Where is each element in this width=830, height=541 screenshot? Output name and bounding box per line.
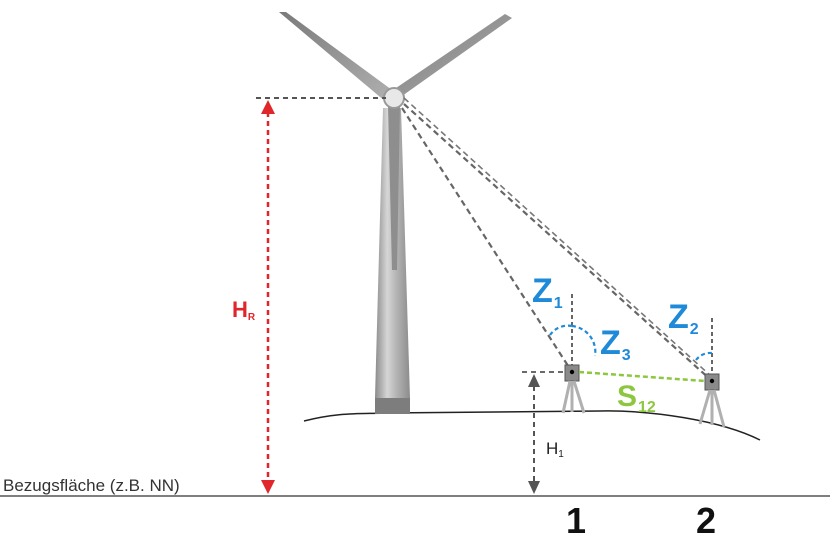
zenith-arc-z2 <box>696 353 712 360</box>
s12-subscript: 12 <box>638 399 656 416</box>
sight-line-station-2 <box>404 104 712 381</box>
station-2-number: 2 <box>696 503 716 539</box>
s12-symbol: S <box>617 380 637 413</box>
distance-s12-label: S12 <box>617 382 656 416</box>
turbine-blade-left <box>279 12 392 102</box>
tripod-1 <box>563 381 584 413</box>
zenith-angle-z3-label: Z3 <box>600 326 631 364</box>
sight-line-station-2-upper <box>404 98 712 377</box>
z2-symbol: Z <box>668 298 689 336</box>
zenith-arc-z3 <box>572 326 595 356</box>
z3-symbol: Z <box>600 324 621 362</box>
zenith-arc-z1 <box>550 326 572 335</box>
z3-subscript: 3 <box>622 347 631 364</box>
distance-line-s12 <box>579 372 705 381</box>
turbine-foundation <box>375 398 410 414</box>
station-height-arrowhead-bottom <box>528 481 540 494</box>
reference-plane-label: Bezugsfläche (z.B. NN) <box>3 477 180 494</box>
instrument-2-center <box>710 379 714 383</box>
sight-line-station-1 <box>402 108 572 372</box>
hub-height-symbol: H <box>232 297 248 322</box>
zenith-angle-z2-label: Z2 <box>668 300 699 338</box>
zenith-angle-z1-label: Z1 <box>532 274 563 312</box>
station-height-label: H1 <box>546 440 564 460</box>
hub-height-arrowhead-bottom <box>261 480 275 494</box>
hub-height-arrowhead-top <box>261 100 275 114</box>
turbine-blade-right <box>396 14 512 96</box>
station-1-number: 1 <box>566 503 586 539</box>
z1-subscript: 1 <box>554 295 563 312</box>
hub-height-subscript: R <box>248 312 255 323</box>
instrument-1-center <box>570 370 574 374</box>
turbine-hub <box>384 88 404 108</box>
station-height-symbol: H <box>546 439 558 458</box>
station-height-arrowhead-top <box>528 374 540 387</box>
hub-height-label: HR <box>232 299 255 323</box>
z1-symbol: Z <box>532 272 553 310</box>
z2-subscript: 2 <box>690 321 699 338</box>
station-height-subscript: 1 <box>558 449 564 460</box>
terrain-line <box>304 411 760 440</box>
